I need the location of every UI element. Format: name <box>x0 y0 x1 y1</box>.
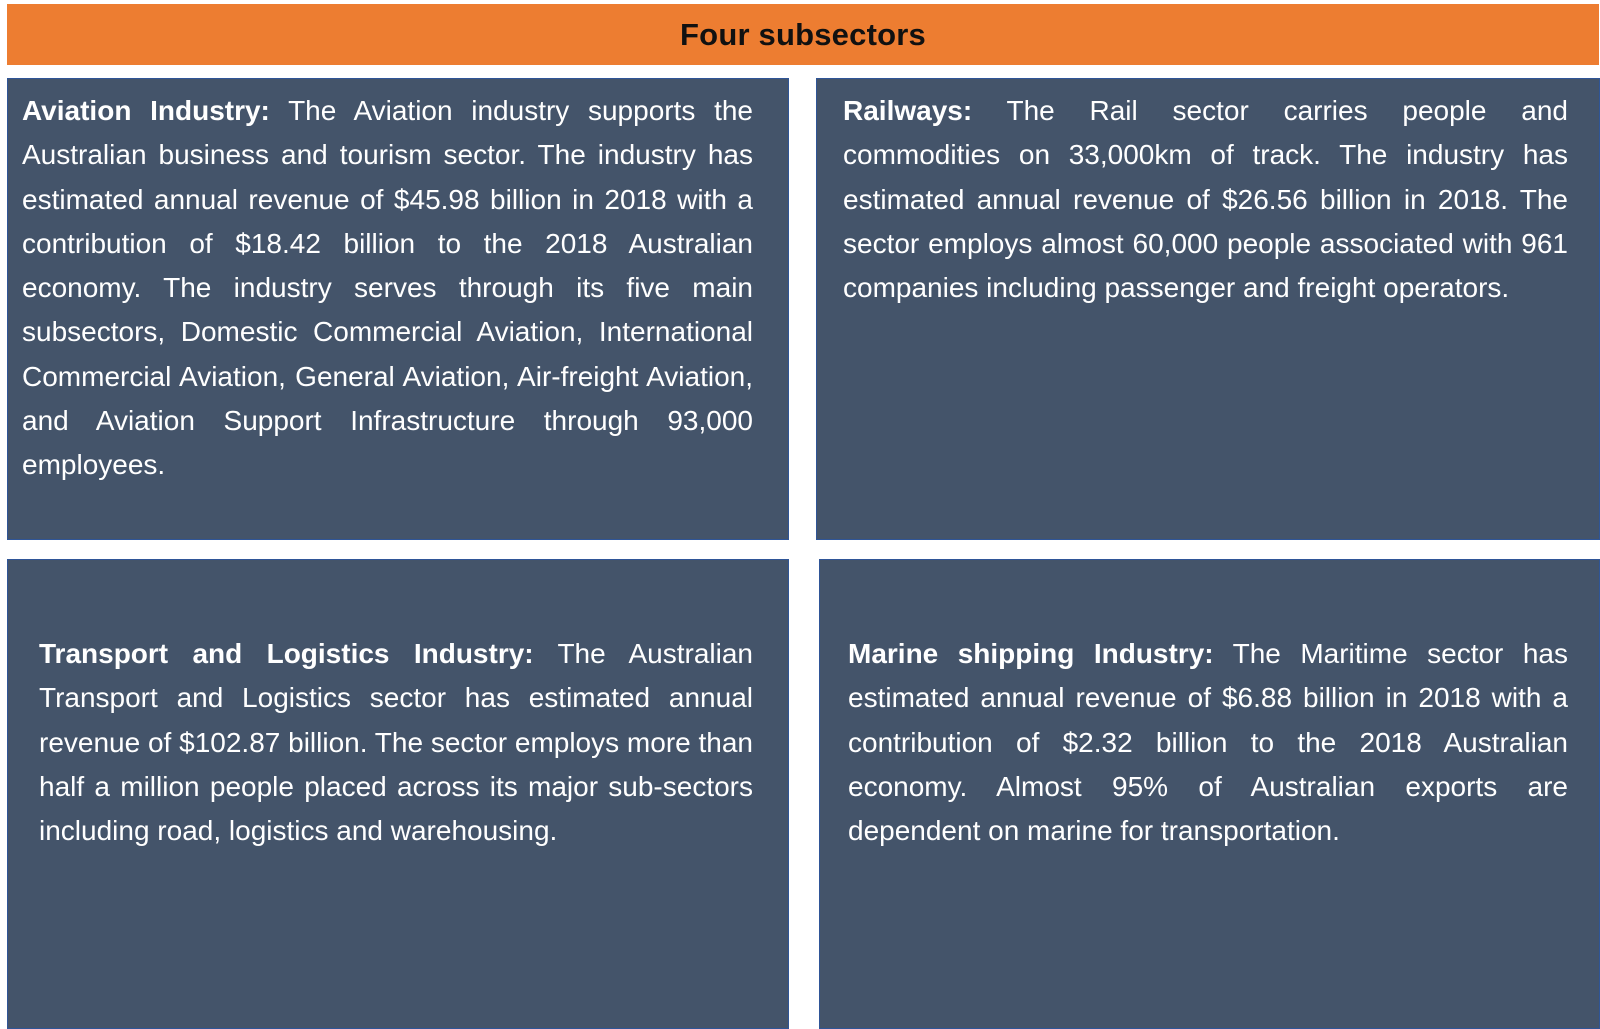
header-banner: Four subsectors <box>7 4 1599 65</box>
transport-logistics-body: The Australian Transport and Logistics s… <box>39 638 754 847</box>
aviation-industry-text: Aviation Industry: The Aviation industry… <box>22 89 753 488</box>
railways-text: Railways: The Rail sector carries people… <box>843 89 1568 310</box>
transport-logistics-heading: Transport and Logistics Industry: <box>39 638 534 669</box>
railways-box: Railways: The Rail sector carries people… <box>816 78 1600 540</box>
marine-shipping-body: The Maritime sector has estimated annual… <box>848 638 1568 847</box>
aviation-industry-body: The Aviation industry supports the Austr… <box>22 95 753 481</box>
railways-body: The Rail sector carries people and commo… <box>843 95 1568 304</box>
marine-shipping-heading: Marine shipping Industry: <box>848 638 1214 669</box>
page-title: Four subsectors <box>680 16 926 52</box>
transport-logistics-text: Transport and Logistics Industry: The Au… <box>39 632 753 853</box>
marine-shipping-text: Marine shipping Industry: The Maritime s… <box>848 632 1568 853</box>
marine-shipping-box: Marine shipping Industry: The Maritime s… <box>819 559 1600 1029</box>
transport-logistics-box: Transport and Logistics Industry: The Au… <box>7 559 789 1029</box>
railways-heading: Railways: <box>843 95 973 126</box>
aviation-industry-box: Aviation Industry: The Aviation industry… <box>7 78 789 540</box>
aviation-industry-heading: Aviation Industry: <box>22 95 270 126</box>
